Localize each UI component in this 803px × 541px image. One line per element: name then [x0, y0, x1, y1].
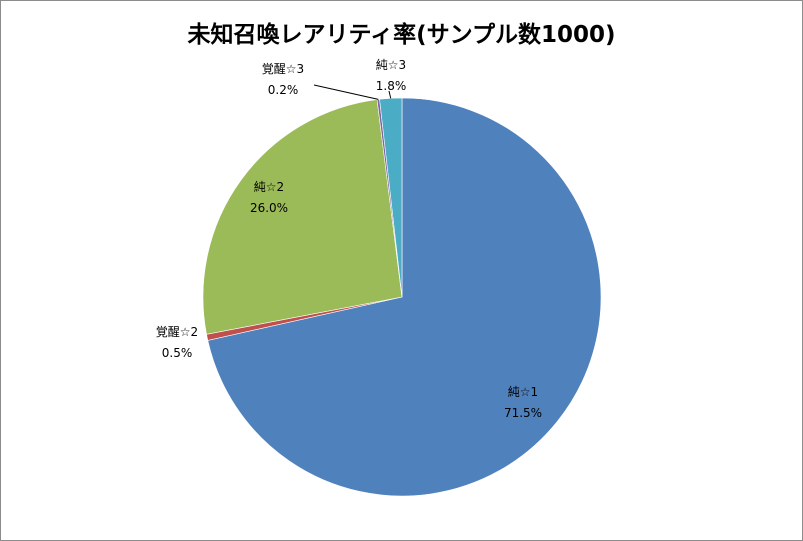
slice-value-label: 0.5% — [162, 346, 193, 360]
pie-slices — [202, 97, 602, 497]
pie-slice — [202, 99, 403, 335]
chart-title: 未知召喚レアリティ率(サンプル数1000) — [187, 22, 616, 48]
slice-value-label: 26.0% — [250, 201, 288, 215]
leader-line — [313, 84, 379, 100]
slice-labels: 純☆1 71.5% 覚醒☆2 0.5% 純☆2 26.0% 覚醒☆3 0.2% 純☆3 1.8% — [156, 58, 542, 420]
pie-slice — [207, 97, 602, 497]
slice-category-label: 覚醒☆2 — [156, 325, 198, 339]
slice-value-label: 71.5% — [504, 406, 542, 420]
slice-category-label: 純☆1 — [508, 385, 538, 399]
slice-category-label: 覚醒☆3 — [262, 62, 304, 76]
leader-line — [388, 90, 392, 99]
slice-value-label: 0.2% — [268, 83, 299, 97]
pie-slice — [379, 97, 403, 298]
slice-category-label: 純☆3 — [376, 58, 406, 72]
slice-category-label: 純☆2 — [254, 180, 284, 194]
slice-value-label: 1.8% — [376, 79, 407, 93]
leader-lines — [313, 84, 392, 100]
